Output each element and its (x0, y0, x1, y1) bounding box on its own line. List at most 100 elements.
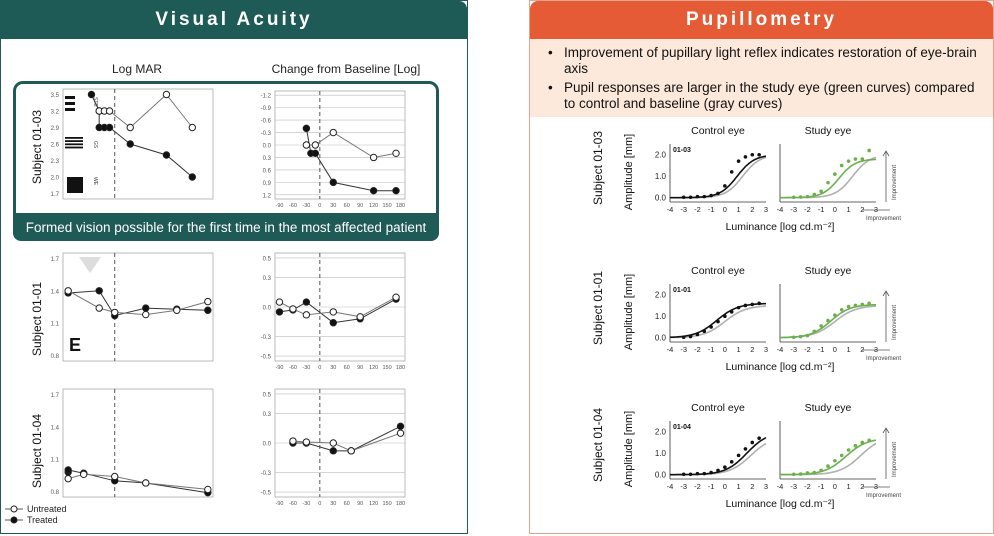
data-point-control (716, 468, 720, 473)
x-axis-label: Luminance [log cd.m⁻²] (726, 498, 835, 510)
x-axis-label: Luminance [log cd.m⁻²] (726, 361, 835, 373)
x-tick-label: 1 (736, 205, 740, 214)
data-point-untreated (302, 311, 311, 319)
y-tick-label: -0.3 (261, 131, 272, 137)
x-tick-label: 0 (833, 345, 837, 354)
y-tick-label: -0.9 (261, 106, 272, 112)
data-point-control (709, 193, 713, 198)
y-tick-label: 1.7 (51, 257, 60, 263)
x-tick-label: 3 (874, 205, 878, 214)
y-tick-label: 0.0 (655, 471, 667, 480)
y-tick-label: 0.5 (263, 392, 272, 398)
x-tick-label: 1 (736, 482, 740, 491)
series-line-untreated (68, 473, 208, 490)
chart-va-0103-change: 1.2 0.9 0.6 0.3 0.0 -0.3 -0.6 -0.9 -1.2 -90 -60 -30… (261, 90, 406, 209)
data-point-study (812, 470, 817, 475)
x-tick-label: -30 (302, 365, 310, 371)
x-tick-label: 150 (382, 501, 391, 507)
data-point-treated (369, 186, 378, 195)
y-tick-label: -0.5 (261, 491, 272, 497)
data-point-study (812, 329, 817, 334)
data-point-untreated (311, 141, 320, 149)
x-tick-label: 0 (833, 205, 837, 214)
y-tick-label: 1.0 (655, 449, 667, 458)
legend-label-untreated: Untreated (27, 504, 67, 514)
fit-curve-control (669, 302, 767, 339)
data-point-untreated (289, 305, 297, 313)
grating-icon (65, 146, 83, 149)
data-point-treated (311, 149, 320, 158)
chart-va-0101-logmar: 0.8 1.1 1.4 1.7 E (51, 252, 214, 362)
x-tick-label: 30 (330, 203, 336, 209)
data-point-study (791, 195, 796, 200)
pupillometry-charts: Subject 01-03 Amplitude [mm] Control eye 0.… (591, 125, 901, 510)
data-point-untreated (64, 287, 72, 295)
data-point-study (853, 157, 858, 161)
data-point-study (853, 303, 858, 308)
data-point-study (853, 443, 858, 448)
fit-curve-control (670, 155, 767, 199)
data-point-untreated (329, 308, 337, 316)
fit-curve-study (780, 158, 877, 199)
pupillometry-bullets: Improvement of pupillary light reflex in… (530, 39, 993, 117)
x-tick-label: 0 (723, 482, 727, 491)
y-tick-label: 2.0 (655, 151, 667, 160)
formed-vision-banner: Formed vision possible for the first tim… (13, 213, 439, 241)
x-tick-label: -2 (804, 205, 811, 214)
x-tick-label: 3 (874, 345, 878, 354)
visual-acuity-title: Visual Acuity (1, 1, 467, 39)
data-point-untreated (126, 123, 134, 132)
data-point-treated (275, 308, 284, 316)
data-point-untreated (204, 297, 212, 306)
data-point-study (819, 189, 823, 194)
chart-va-0103-logmar: 1.7 2.0 2.3 2.6 2.9 3.2 3.5 STE GS WE (51, 88, 214, 200)
data-point-untreated (204, 485, 212, 494)
x-tick-label: -2 (694, 482, 701, 491)
x-tick-label: -90 (276, 365, 284, 371)
x-tick-label: -4 (667, 482, 674, 491)
series-line-treated (305, 128, 396, 192)
x-tick-label: 2 (750, 205, 754, 214)
x-tick-label: -4 (777, 482, 784, 491)
y-tick-label: 1.7 (51, 192, 60, 198)
data-point-treated (392, 186, 400, 195)
chart-va-0104-change: -0.5 -0.3 0.0 0.3 0.5 -90 -60 -30 0 30 60 90 120 150 1… (261, 388, 406, 507)
y-tick-label: 0.3 (263, 276, 272, 282)
x-tick-label: -2 (694, 205, 701, 214)
data-point-control (736, 453, 741, 458)
plot-frame (62, 88, 214, 200)
x-tick-label: 3 (764, 345, 768, 354)
tumbling-e-chart-icon (79, 257, 101, 273)
y-tick-label: 1.0 (655, 312, 667, 321)
x-tick-label: 180 (396, 501, 405, 507)
fit-curve-baseline (670, 305, 767, 339)
x-tick-label: -3 (790, 205, 797, 214)
chart-va-0104-logmar: 0.8 1.1 1.4 1.7 (51, 388, 214, 498)
data-point-untreated (105, 107, 114, 115)
data-point-study (833, 313, 837, 317)
x-tick-label: -4 (667, 345, 674, 354)
plot-title-control: Control eye (691, 125, 745, 137)
x-tick-label: 90 (357, 203, 363, 209)
x-tick-label: -60 (289, 365, 297, 371)
data-point-control (723, 465, 727, 469)
y-tick-label: -0.3 (261, 471, 272, 477)
x-tick-label: -3 (680, 482, 687, 491)
data-point-study (826, 464, 830, 468)
bullet-item: Pupil responses are larger in the study … (548, 80, 979, 112)
data-point-untreated (95, 304, 103, 312)
data-point-treated (329, 178, 337, 187)
x-tick-label: -1 (708, 482, 715, 491)
row-label-subject: Subject 01-01 (30, 282, 44, 356)
data-point-treated (396, 422, 405, 431)
x-tick-label: -3 (790, 345, 797, 354)
data-point-untreated (347, 447, 355, 455)
data-point-untreated (111, 308, 119, 317)
data-point-study (805, 194, 810, 199)
y-axis-label: Amplitude [mm] (623, 411, 635, 487)
data-point-control (702, 471, 707, 476)
x-tick-label: -60 (289, 501, 297, 507)
grating-icon (65, 137, 83, 139)
x-tick-label: 3 (764, 482, 768, 491)
y-tick-label: 1.4 (51, 289, 60, 295)
